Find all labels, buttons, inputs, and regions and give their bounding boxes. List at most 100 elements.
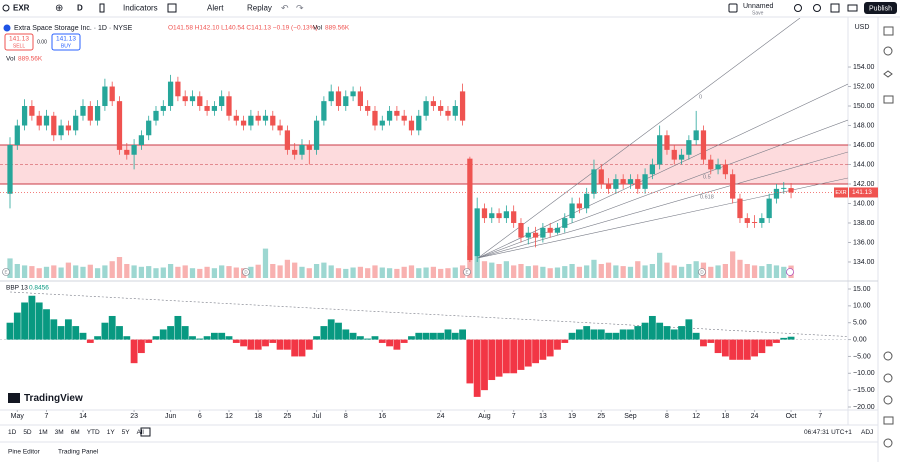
candle-body <box>109 86 115 102</box>
fullscreen[interactable] <box>830 3 840 13</box>
bbp-bar <box>6 322 14 340</box>
candle-body <box>386 110 393 121</box>
event-marker[interactable] <box>2 268 10 276</box>
bbp-bar <box>502 339 510 374</box>
volume-bar <box>715 265 721 278</box>
bbp-bar <box>335 322 342 340</box>
alerts-icon[interactable] <box>883 46 893 56</box>
chart-type-icon[interactable] <box>99 3 105 13</box>
candle-body <box>262 115 269 121</box>
volume-bar <box>766 264 772 278</box>
candle-body <box>299 145 305 155</box>
candle-body <box>642 174 648 189</box>
settings[interactable] <box>813 4 821 12</box>
redo[interactable]: ↷ <box>296 3 304 13</box>
watchlist-icon[interactable] <box>883 26 894 36</box>
layout-name[interactable]: Unnamed <box>743 3 773 10</box>
candle-body <box>452 106 458 116</box>
chat-icon[interactable] <box>883 95 894 104</box>
sell-price[interactable]: 141.13 <box>9 36 29 43</box>
y-tick-label: 146.00 <box>853 142 875 149</box>
volume-bar <box>328 265 334 278</box>
candle-body <box>29 106 35 116</box>
publish-label[interactable]: Publish <box>869 5 892 12</box>
x-tick-label: 7 <box>818 413 822 420</box>
panel-tab[interactable]: Pine Editor <box>8 449 41 456</box>
range-button[interactable]: YTD <box>87 429 100 436</box>
range-button[interactable]: All <box>137 429 145 436</box>
fib-fan-line <box>477 18 801 259</box>
range-button[interactable]: 5Y <box>122 429 131 436</box>
panel-tab[interactable]: Trading Panel <box>58 449 99 456</box>
signal-icon[interactable] <box>883 416 894 425</box>
layout-icon[interactable] <box>728 3 738 13</box>
save-label[interactable]: Save <box>752 10 764 16</box>
interval[interactable]: D <box>77 4 83 13</box>
candle-body <box>438 106 444 111</box>
y-tick-label: 134.00 <box>853 259 875 266</box>
layouts-icon[interactable] <box>167 3 177 13</box>
event-label[interactable]: E <box>4 270 7 275</box>
range-button[interactable]: 5D <box>23 429 32 436</box>
search-icon[interactable] <box>2 4 10 12</box>
candle-body <box>576 203 583 209</box>
bbp-bar <box>656 322 664 340</box>
candle-body <box>700 130 707 160</box>
volume-bar <box>569 264 575 278</box>
range-button[interactable]: 3M <box>55 429 64 436</box>
bbp-bar <box>473 339 481 397</box>
date-range-icon[interactable] <box>140 427 151 437</box>
calendar-icon[interactable] <box>883 395 893 405</box>
buy-label[interactable]: BUY <box>61 43 72 49</box>
layers-icon[interactable] <box>883 70 893 78</box>
event-marker[interactable] <box>698 268 706 276</box>
help-icon[interactable] <box>883 438 893 448</box>
adj-toggle[interactable]: ADJ <box>861 429 873 436</box>
candle-body <box>423 101 429 116</box>
undo[interactable]: ↶ <box>281 3 289 13</box>
event-marker[interactable] <box>786 268 794 276</box>
x-tick-label: 7 <box>45 413 49 420</box>
volume-bar <box>14 264 20 278</box>
volume-bar <box>167 264 174 278</box>
range-button[interactable]: 1M <box>39 429 48 436</box>
ideas-icon[interactable] <box>883 351 893 361</box>
bbp-bar <box>444 329 452 340</box>
candle-body <box>131 145 137 155</box>
buy-button[interactable] <box>51 33 81 51</box>
fib-fan-line <box>477 151 848 259</box>
candle-body <box>248 115 254 126</box>
bbp-bar <box>721 339 729 357</box>
snapshot[interactable] <box>847 4 858 12</box>
quick-search[interactable] <box>794 4 802 12</box>
publish-button[interactable] <box>864 2 897 14</box>
event-marker[interactable] <box>242 268 250 276</box>
candle-body <box>226 96 232 116</box>
volume-bar <box>481 261 488 278</box>
y-tick-label: 152.00 <box>853 83 875 90</box>
buy-price[interactable]: 141.13 <box>56 36 76 43</box>
alert-button[interactable]: Alert <box>207 4 224 13</box>
volume-bar <box>686 264 692 278</box>
event-marker[interactable] <box>463 268 471 276</box>
replay-button[interactable]: Replay <box>247 4 272 13</box>
news-icon[interactable] <box>883 373 893 383</box>
candle-body <box>540 227 546 238</box>
volume-bar <box>459 265 466 278</box>
event-label[interactable]: D <box>244 270 248 275</box>
sell-label[interactable]: SELL <box>13 43 25 49</box>
indicators-button[interactable]: Indicators <box>123 4 158 13</box>
symbol[interactable]: EXR <box>13 4 30 13</box>
event-label[interactable]: D <box>700 270 704 275</box>
volume-bar <box>576 266 583 278</box>
candle-body <box>160 106 166 111</box>
sell-button[interactable] <box>4 33 34 51</box>
candle-body <box>343 96 349 107</box>
bottom-bar: 06:47:31 UTC+1 ADJ 1D 5D 1M 3M 6M YTD 1Y 5Y All P… <box>0 424 878 456</box>
volume-bar <box>693 261 699 278</box>
event-label[interactable]: E <box>465 270 468 275</box>
range-button[interactable]: 1Y <box>107 429 116 436</box>
compare-button[interactable]: ⊕ <box>55 3 63 14</box>
range-button[interactable]: 6M <box>71 429 80 436</box>
range-button[interactable]: 1D <box>8 429 17 436</box>
